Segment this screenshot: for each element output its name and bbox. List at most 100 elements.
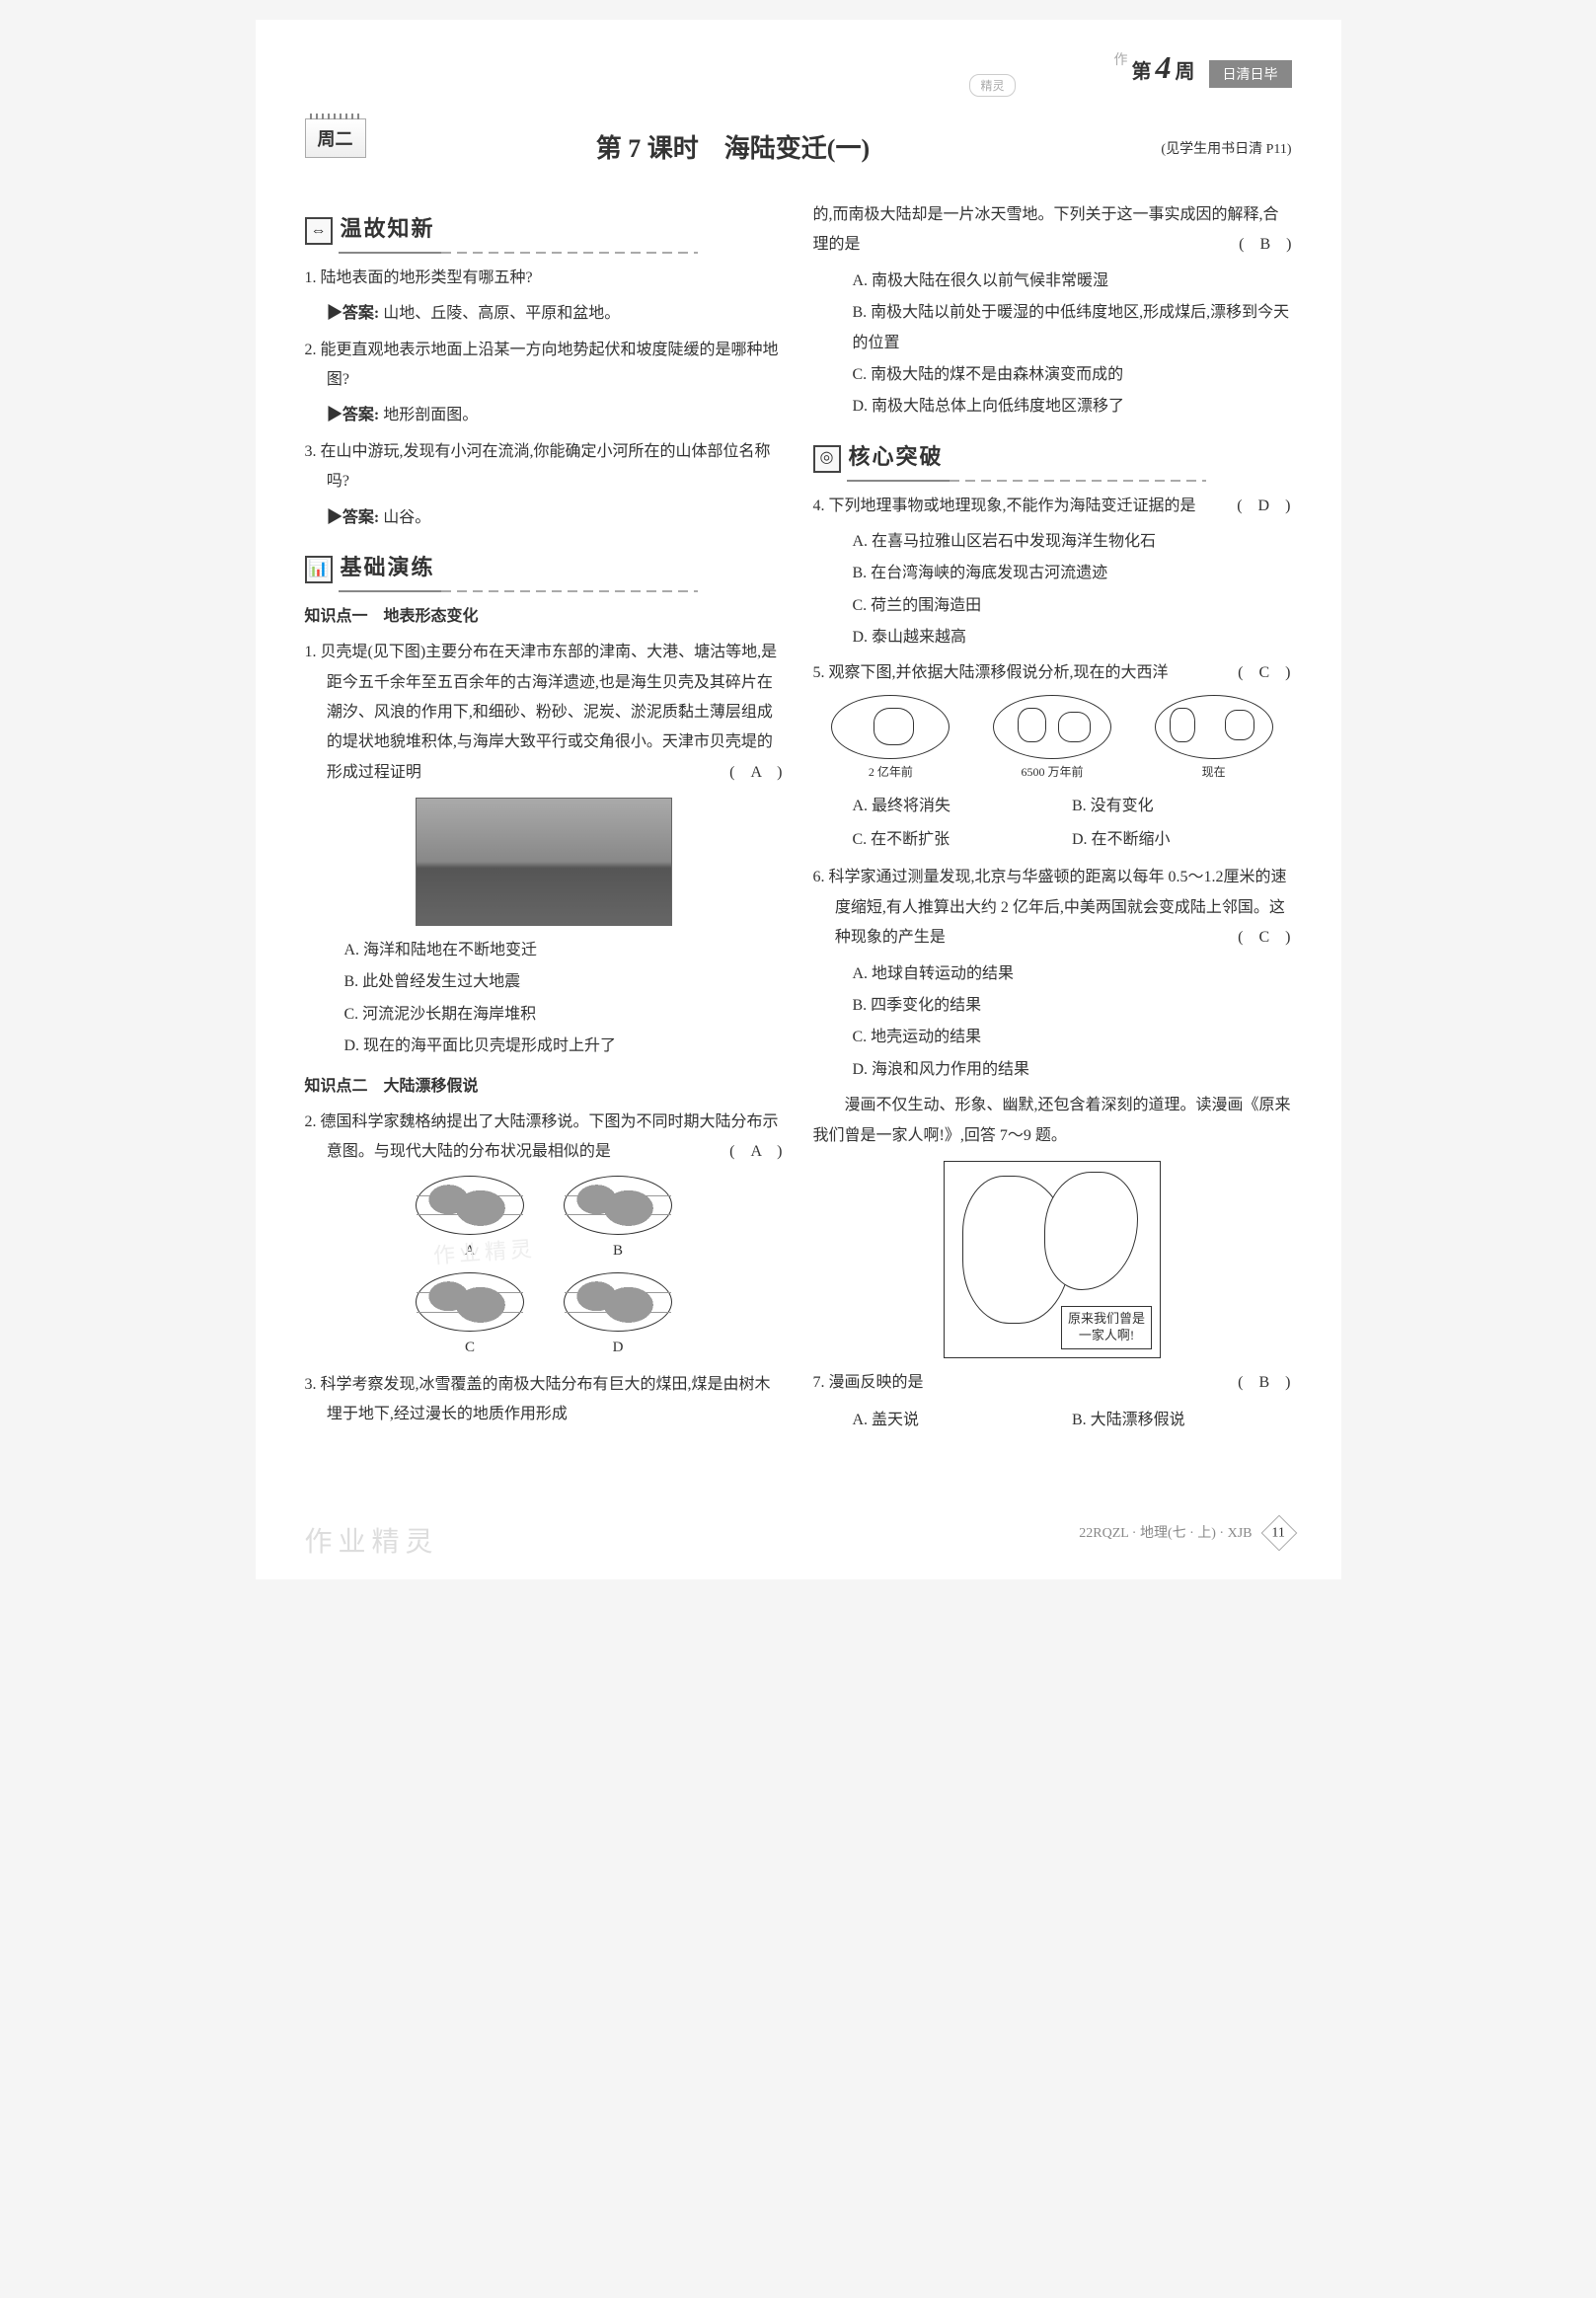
q6-opt-b: B. 四季变化的结果 <box>853 991 1292 1021</box>
page-header: 精灵 作 第 4 周 日清日毕 <box>305 49 1292 99</box>
q5-options-row1: A. 最终将消失 B. 没有变化 <box>813 790 1292 823</box>
q3-opt-d: D. 南极大陆总体上向低纬度地区漂移了 <box>853 392 1292 421</box>
q4-opt-a: A. 在喜马拉雅山区岩石中发现海洋生物化石 <box>853 527 1292 557</box>
speech-bubble: 原来我们曾是 一家人啊! <box>1061 1306 1152 1349</box>
page-number: 11 <box>1260 1515 1297 1552</box>
knowledge-point-2: 知识点二 大陆漂移假说 <box>305 1072 784 1102</box>
q7-text: 7. 漫画反映的是 <box>813 1374 924 1391</box>
q6-text: 6. 科学家通过测量发现,北京与华盛顿的距离以每年 0.5～1.2厘米的速度缩短… <box>813 869 1287 946</box>
q3-answer: B <box>1259 236 1270 253</box>
review-q2: 2. 能更直观地表示地面上沿某一方向地势起伏和坡度陡缓的是哪种地图? <box>305 336 784 396</box>
q7-opt-a: A. 盖天说 <box>853 1406 1073 1435</box>
q6-opt-a: A. 地球自转运动的结果 <box>853 959 1292 989</box>
knowledge-point-1: 知识点一 地表形态变化 <box>305 602 784 632</box>
q4-options: A. 在喜马拉雅山区岩石中发现海洋生物化石 B. 在台湾海峡的海底发现古河流遗迹… <box>813 527 1292 653</box>
q3-stem: 3. 科学考察发现,冰雪覆盖的南极大陆分布有巨大的煤田,煤是由树木埋于地下,经过… <box>305 1370 784 1430</box>
target-icon: ◎ <box>813 445 841 473</box>
page: 精灵 作 第 4 周 日清日毕 周二 第 7 课时 海陆变迁(一) (见学生用书… <box>256 20 1341 1579</box>
chart-icon: 📊 <box>305 556 333 583</box>
q6-answer: C <box>1258 929 1269 946</box>
q5-opt-a: A. 最终将消失 <box>853 792 1073 821</box>
review-a2: ▶答案: 地形剖面图。 <box>305 401 784 430</box>
review-q1: 1. 陆地表面的地形类型有哪五种? <box>305 264 784 293</box>
globe-icon <box>993 695 1111 759</box>
page-footer: 作业精灵 22RQZL · 地理(七 · 上) · XJB 11 <box>305 1520 1292 1560</box>
title-reference: (见学生用书日清 P11) <box>1161 138 1291 158</box>
q3-options: A. 南极大陆在很久以前气候非常暖湿 B. 南极大陆以前处于暖湿的中低纬度地区,… <box>813 267 1292 422</box>
q1-opt-b: B. 此处曾经发生过大地震 <box>344 967 784 997</box>
section-review-header: ⇔ 温故知新 <box>305 208 784 254</box>
section-basic-header: 📊 基础演练 <box>305 547 784 592</box>
q4-paren: ( D ) <box>1259 492 1292 521</box>
q1-options: A. 海洋和陆地在不断地变迁 B. 此处曾经发生过大地震 C. 河流泥沙长期在海… <box>305 936 784 1062</box>
day-tab: 周二 <box>305 118 366 158</box>
q2-text: 2. 德国科学家魏格纳提出了大陆漂移说。下图为不同时期大陆分布示意图。与现代大陆… <box>305 1113 779 1160</box>
q5-opt-d: D. 在不断缩小 <box>1072 825 1292 855</box>
timeline-caption-3: 现在 <box>1136 761 1292 784</box>
week-number: 4 <box>1156 49 1172 85</box>
timeline-caption-2: 6500 万年前 <box>974 761 1130 784</box>
review-q3: 3. 在山中游玩,发现有小河在流淌,你能确定小河所在的山体部位名称吗? <box>305 437 784 498</box>
timeline-3: 现在 <box>1136 695 1292 784</box>
map-row-2: C D <box>305 1272 784 1362</box>
shell-dike-photo <box>416 798 672 926</box>
q5-text: 5. 观察下图,并依据大陆漂移假说分析,现在的大西洋 <box>813 664 1169 681</box>
review-a1: ▶答案: 山地、丘陵、高原、平原和盆地。 <box>305 299 784 329</box>
section-basic-title: 基础演练 <box>339 547 441 592</box>
map-oval-icon <box>564 1176 672 1235</box>
footer-code: 22RQZL · 地理(七 · 上) · XJB <box>1079 1526 1252 1541</box>
page-number-value: 11 <box>1271 1521 1284 1547</box>
q6-options: A. 地球自转运动的结果 B. 四季变化的结果 C. 地壳运动的结果 D. 海浪… <box>813 959 1292 1086</box>
q1-opt-a: A. 海洋和陆地在不断地变迁 <box>344 936 784 965</box>
q6-opt-d: D. 海浪和风力作用的结果 <box>853 1055 1292 1085</box>
q3-opt-c: C. 南极大陆的煤不是由森林演变而成的 <box>853 360 1292 390</box>
map-oval-icon <box>416 1176 524 1235</box>
q6-paren: ( C ) <box>1259 923 1291 953</box>
answer-text: 地形剖面图。 <box>383 407 478 423</box>
review-a3: ▶答案: 山谷。 <box>305 503 784 533</box>
q3-opt-a: A. 南极大陆在很久以前气候非常暖湿 <box>853 267 1292 296</box>
q1-stem: 1. 贝壳堤(见下图)主要分布在天津市东部的津南、大港、塘沽等地,是距今五千余年… <box>305 638 784 788</box>
map-row-1: A B <box>305 1176 784 1265</box>
q5-opt-b: B. 没有变化 <box>1072 792 1292 821</box>
map-label-d: D <box>564 1334 672 1362</box>
q7-stem: 7. 漫画反映的是 ( B ) <box>813 1368 1292 1398</box>
q3-paren: ( B ) <box>1239 230 1291 260</box>
q7-paren: ( B ) <box>1259 1368 1291 1398</box>
right-column: 的,而南极大陆却是一片冰天雪地。下列关于这一事实成因的解释,合理的是 ( B )… <box>813 194 1292 1438</box>
arrows-icon: ⇔ <box>305 217 333 245</box>
timeline-row: 2 亿年前 6500 万年前 现在 <box>813 695 1292 784</box>
q5-opt-c: C. 在不断扩张 <box>853 825 1073 855</box>
q1-paren: ( A ) <box>751 758 783 788</box>
map-label-b: B <box>564 1237 672 1265</box>
map-c: C <box>416 1272 524 1362</box>
q1-text: 1. 贝壳堤(见下图)主要分布在天津市东部的津南、大港、塘沽等地,是距今五千余年… <box>305 644 778 781</box>
section-review-title: 温故知新 <box>339 208 441 254</box>
q3-opt-b: B. 南极大陆以前处于暖湿的中低纬度地区,形成煤后,漂移到今天的位置 <box>853 298 1292 358</box>
section-core-header: ◎ 核心突破 <box>813 436 1292 482</box>
section-core-title: 核心突破 <box>847 436 950 482</box>
map-oval-icon <box>416 1272 524 1332</box>
q4-text: 4. 下列地理事物或地理现象,不能作为海陆变迁证据的是 <box>813 498 1196 514</box>
map-b: B <box>564 1176 672 1265</box>
stamp-label: 精灵 <box>969 74 1015 97</box>
q4-opt-d: D. 泰山越来越高 <box>853 623 1292 652</box>
header-bar: 日清日毕 <box>1209 60 1292 88</box>
q1-answer: A <box>750 764 761 781</box>
timeline-caption-1: 2 亿年前 <box>813 761 969 784</box>
continent-shape-icon <box>1044 1172 1138 1290</box>
q7-answer: B <box>1258 1374 1269 1391</box>
q6-opt-c: C. 地壳运动的结果 <box>853 1023 1292 1052</box>
q2-stem: 2. 德国科学家魏格纳提出了大陆漂移说。下图为不同时期大陆分布示意图。与现代大陆… <box>305 1108 784 1168</box>
globe-icon <box>1155 695 1273 759</box>
timeline-1: 2 亿年前 <box>813 695 969 784</box>
speech-line2: 一家人啊! <box>1079 1328 1134 1342</box>
q1-opt-c: C. 河流泥沙长期在海岸堆积 <box>344 1000 784 1030</box>
q5-answer: C <box>1258 664 1269 681</box>
week-pre: 作 <box>1114 53 1128 68</box>
watermark-mid: 作业精灵 <box>431 1229 537 1277</box>
cartoon-figure: 原来我们曾是 一家人啊! <box>944 1161 1161 1358</box>
timeline-2: 6500 万年前 <box>974 695 1130 784</box>
q5-paren: ( C ) <box>1259 658 1291 688</box>
q6-stem: 6. 科学家通过测量发现,北京与华盛顿的距离以每年 0.5～1.2厘米的速度缩短… <box>813 863 1292 953</box>
